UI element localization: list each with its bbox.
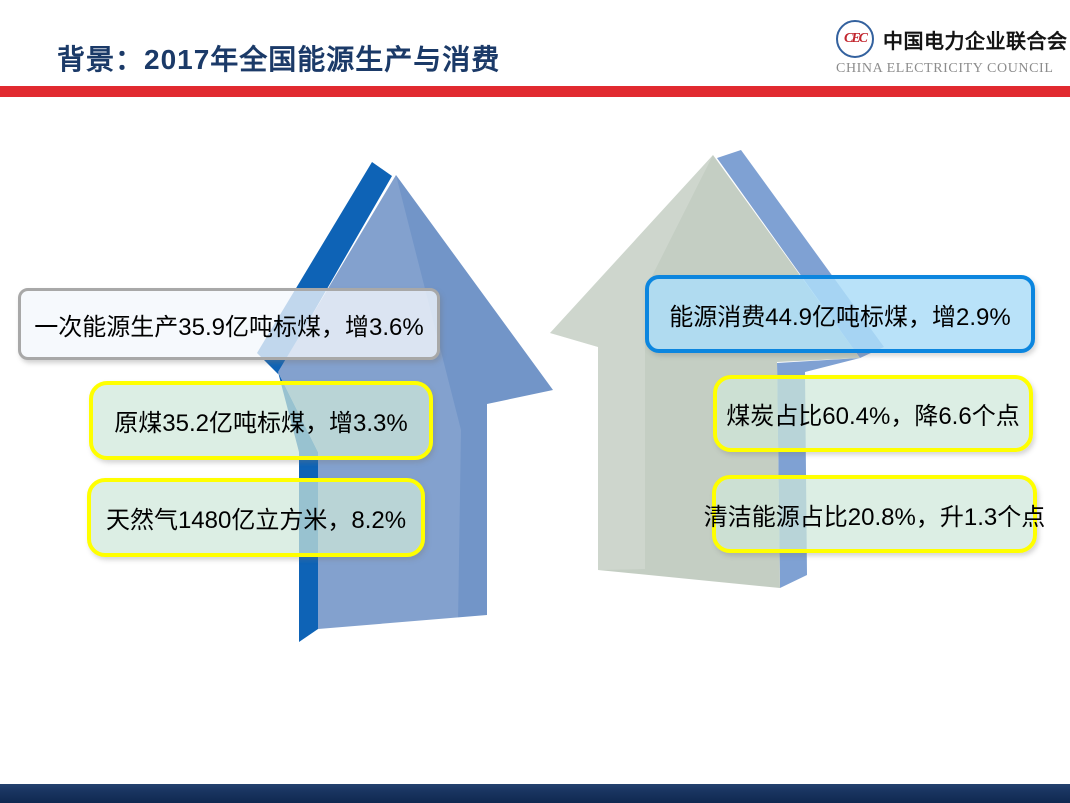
callout-coal-share: 煤炭占比60.4%，降6.6个点: [713, 375, 1033, 452]
callout-text: 清洁能源占比20.8%，升1.3个点: [703, 503, 1046, 531]
callout-natural-gas: 天然气1480亿立方米，8.2%: [87, 478, 425, 557]
footer-bar: [0, 784, 1070, 803]
callout-primary-energy-production: 一次能源生产35.9亿吨标煤，增3.6%: [18, 288, 440, 360]
cec-emblem-icon: CEC: [836, 20, 874, 58]
callout-text: 一次能源生产35.9亿吨标煤，增3.6%: [34, 313, 424, 341]
consumption-arrow-highlight: [550, 155, 713, 570]
callout-text: 能源消费44.9亿吨标煤，增2.9%: [669, 303, 1011, 331]
logo-org-name-cn: 中国电力企业联合会: [883, 30, 1068, 53]
cec-logo: CEC 中国电力企业联合会 CHINA ELECTRICITY COUNCIL: [836, 20, 1068, 77]
logo-org-name-en: CHINA ELECTRICITY COUNCIL: [836, 61, 1054, 76]
callout-raw-coal: 原煤35.2亿吨标煤，增3.3%: [89, 381, 433, 460]
callout-clean-energy-share: 清洁能源占比20.8%，升1.3个点: [704, 475, 1045, 553]
consumption-arrow-face: [550, 155, 860, 588]
callout-text: 天然气1480亿立方米，8.2%: [105, 507, 407, 534]
page-title: 背景：2017年全国能源生产与消费: [57, 44, 501, 75]
cec-emblem-text: CEC: [843, 31, 868, 46]
callout-text: 煤炭占比60.4%，降6.6个点: [726, 403, 1020, 430]
callout-energy-consumption: 能源消费44.9亿吨标煤，增2.9%: [645, 275, 1035, 353]
header-divider: [0, 86, 1070, 97]
callout-text: 原煤35.2亿吨标煤，增3.3%: [114, 410, 408, 437]
